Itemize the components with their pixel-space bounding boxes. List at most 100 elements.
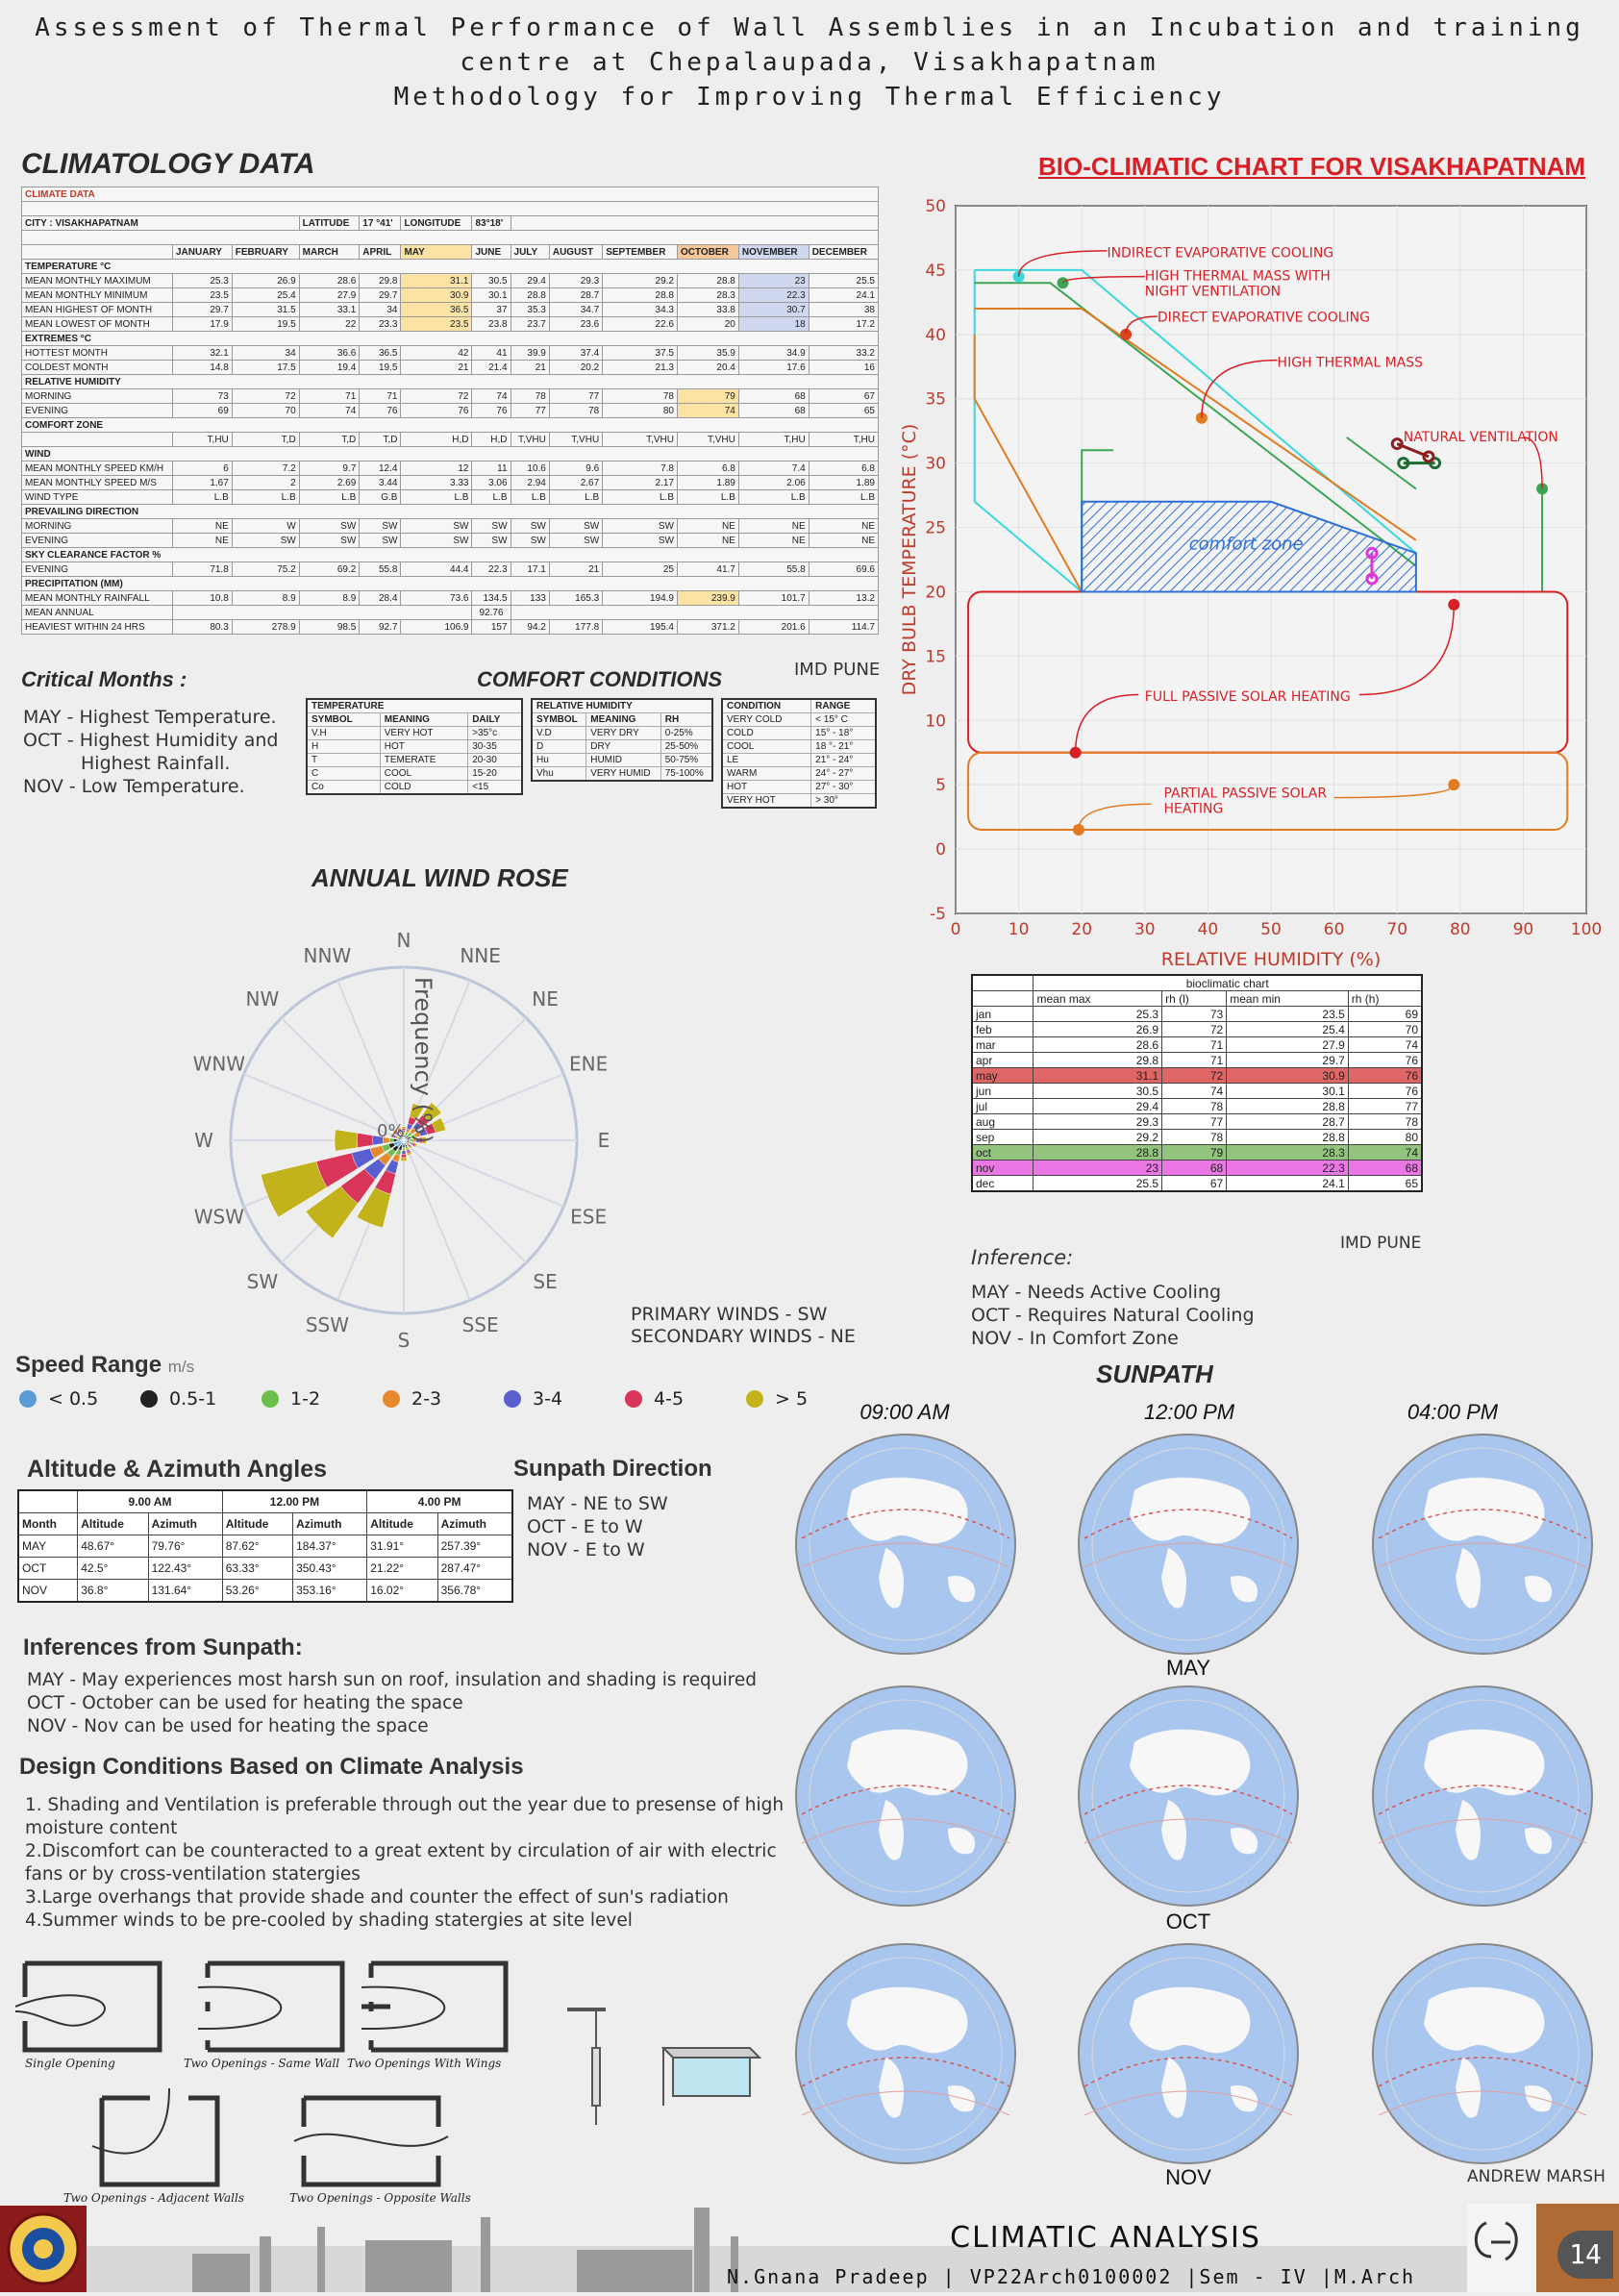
data-cell: 38 xyxy=(808,302,880,317)
legend-cell: COLD xyxy=(721,726,812,740)
natural-vent-edge xyxy=(1346,437,1417,490)
legend-header-row: CONDITION RANGE xyxy=(721,698,877,713)
section-label: SKY CLEARANCE FACTOR % xyxy=(21,547,879,562)
direction-label: N xyxy=(397,929,411,952)
bio-cell: 24.1 xyxy=(1226,1175,1349,1192)
bio-cell: mar xyxy=(971,1036,1034,1053)
rose-petal xyxy=(393,1139,405,1146)
alt-cell: 21.22° xyxy=(366,1557,438,1580)
bio-cell: 25.4 xyxy=(1226,1021,1349,1037)
blank-row xyxy=(21,201,879,216)
section-row: SKY CLEARANCE FACTOR % xyxy=(21,547,879,562)
globe-icon xyxy=(795,1434,1016,1655)
speed-legend-item: 3-4 xyxy=(504,1388,562,1410)
data-cell: 34.3 xyxy=(602,302,678,317)
data-cell: 2.67 xyxy=(548,475,604,490)
speed-range-heading: Speed Range m/s xyxy=(15,1352,194,1379)
data-cell: L.B xyxy=(808,489,880,505)
legend-row: Co COLD <15 xyxy=(306,780,523,795)
row-label: MEAN MONTHLY MAXIMUM xyxy=(21,273,173,288)
primary-winds: PRIMARY WINDS - SW xyxy=(631,1304,828,1325)
sunpath-globe xyxy=(1077,1433,1300,1656)
data-cell: NE xyxy=(808,533,880,548)
y-tick-label: 5 xyxy=(935,776,946,795)
legend-row: VERY COLD < 15° C xyxy=(721,712,877,727)
speed-legend-label: 0.5-1 xyxy=(169,1388,217,1410)
partial-solar-heating-zone xyxy=(967,751,1569,832)
data-cell: 9.7 xyxy=(298,461,361,476)
sunpath-direction-list: MAY - NE to SW OCT - E to W NOV - E to W xyxy=(527,1492,668,1561)
sketch-label: Two Openings - Adjacent Walls xyxy=(63,2191,244,2205)
secondary-winds: SECONDARY WINDS - NE xyxy=(631,1326,856,1347)
legend-cell: 0-25% xyxy=(660,726,713,740)
row-label: HEAVIEST WITHIN 24 HRS xyxy=(21,619,173,635)
data-cell: 78 xyxy=(602,388,678,404)
table-cell xyxy=(21,230,879,245)
legend-cell: V.D xyxy=(531,726,587,740)
legend-cell: 27° - 30° xyxy=(810,780,877,794)
rose-petal xyxy=(401,1136,405,1141)
alt-cell: MAY xyxy=(17,1535,79,1558)
bio-header: mean max xyxy=(1033,990,1163,1007)
data-cell: 36.5 xyxy=(400,302,473,317)
data-cell: NE xyxy=(808,518,880,534)
design-list: 1. Shading and Ventilation is preferable… xyxy=(25,1794,813,1933)
globe-icon xyxy=(795,1685,1016,1907)
legend-header: CONDITION xyxy=(721,698,812,713)
data-row: MEAN LOWEST OF MONTH 17.9 19.5 22 23.3 23.5 23… xyxy=(21,316,880,332)
data-cell: 72 xyxy=(400,388,473,404)
data-cell: 165.3 xyxy=(548,590,604,606)
table-title-row: CLIMATE DATA xyxy=(21,187,879,202)
data-cell: 71 xyxy=(298,388,361,404)
frequency-axis-label: Frequency (%) xyxy=(410,977,436,1143)
data-cell: 17.6 xyxy=(737,360,810,375)
data-cell: 41.7 xyxy=(677,562,739,577)
month-point xyxy=(1365,546,1379,560)
data-cell: 30.1 xyxy=(471,287,511,303)
direction-label: WNW xyxy=(193,1052,246,1075)
bio-cell: 74 xyxy=(1347,1036,1423,1053)
speed-legend-label: 2-3 xyxy=(411,1388,442,1410)
row-label: EVENING xyxy=(21,533,173,548)
data-cell: 194.9 xyxy=(602,590,678,606)
evap-cooling-top xyxy=(974,268,1417,555)
direction-label: W xyxy=(194,1129,213,1152)
strategy-label: HEATING xyxy=(1163,802,1223,817)
legend-title: RELATIVE HUMIDITY xyxy=(531,698,713,713)
bio-cell: 29.2 xyxy=(1033,1129,1163,1145)
bioclimatic-table: bioclimatic chart mean max rh (l) mean min r… xyxy=(971,974,1423,1192)
data-cell: L.B xyxy=(737,489,810,505)
speed-legend-item: 0.5-1 xyxy=(140,1388,216,1410)
direction-label: ENE xyxy=(569,1052,608,1075)
data-cell: SW xyxy=(298,518,361,534)
month-header: APRIL xyxy=(359,244,402,260)
alt-cell: 48.67° xyxy=(77,1535,149,1558)
comfort-zone xyxy=(1081,500,1417,593)
section-label: TEMPERATURE °C xyxy=(21,259,879,274)
data-cell: L.B xyxy=(172,489,233,505)
data-cell: SW xyxy=(510,533,550,548)
bio-cell: dec xyxy=(971,1175,1034,1192)
month-point xyxy=(1397,457,1410,470)
bio-cell: 28.6 xyxy=(1033,1036,1163,1053)
data-cell: 2.06 xyxy=(737,475,810,490)
y-tick-label: 15 xyxy=(925,647,946,666)
bio-cell: 76 xyxy=(1347,1052,1423,1068)
sunpath-month-label: OCT xyxy=(1165,1909,1211,1934)
design-line: 2.Discomfort can be counteracted to a gr… xyxy=(25,1841,777,1861)
latitude-value: 17 °41' xyxy=(359,215,402,231)
bio-cell: 71 xyxy=(1161,1052,1228,1068)
zero-label: 0% xyxy=(377,1121,405,1141)
bio-cell: may xyxy=(971,1067,1034,1084)
data-cell: G.B xyxy=(359,489,402,505)
sun-inf-line: OCT - October can be used for heating th… xyxy=(27,1693,463,1713)
row-label: MEAN MONTHLY MINIMUM xyxy=(21,287,173,303)
data-cell: NE xyxy=(677,533,739,548)
legend-cell: 21° - 24° xyxy=(810,753,877,767)
bio-cell: 31.1 xyxy=(1033,1067,1163,1084)
row-label: MEAN LOWEST OF MONTH xyxy=(21,316,173,332)
bio-cell: 74 xyxy=(1161,1083,1228,1099)
climate-data-table: CLIMATE DATA CITY : VISAKHAPATNAM LATITUDE… xyxy=(21,187,880,635)
data-cell: 22.6 xyxy=(602,316,678,332)
legend-header: MEANING xyxy=(585,712,661,727)
